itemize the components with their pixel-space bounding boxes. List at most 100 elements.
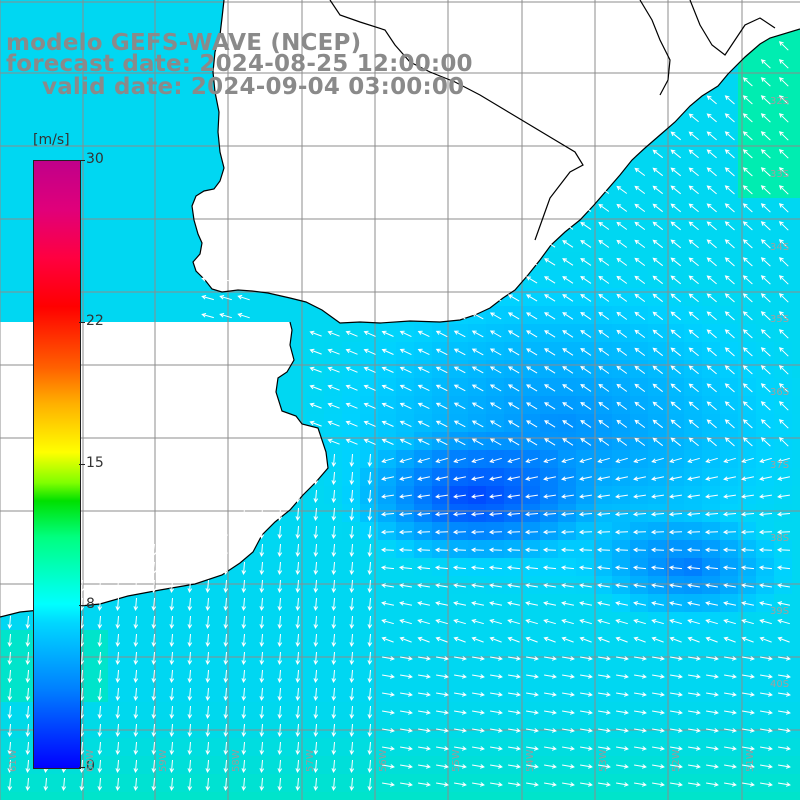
wind-arrow — [544, 656, 557, 661]
wind-arrow — [760, 710, 773, 715]
field-cell — [270, 738, 289, 757]
wind-arrow — [472, 764, 485, 769]
field-cell — [18, 288, 37, 307]
wind-arrow — [472, 746, 485, 751]
field-cell — [324, 684, 343, 703]
field-cell — [54, 144, 73, 163]
field-cell — [0, 792, 19, 800]
field-cell — [72, 72, 91, 91]
wind-arrow — [633, 457, 646, 463]
wind-arrow — [507, 583, 520, 588]
field-cell — [162, 252, 181, 271]
wind-arrow — [759, 476, 773, 481]
wind-arrow — [508, 764, 521, 769]
wind-arrow — [706, 437, 717, 447]
field-cell — [450, 774, 469, 793]
field-cell — [360, 450, 379, 469]
wind-arrow — [471, 494, 484, 499]
field-cell — [342, 594, 361, 613]
field-cell — [54, 36, 73, 55]
field-cell — [666, 486, 685, 505]
field-cell — [378, 774, 397, 793]
wind-arrow — [367, 597, 373, 612]
field-cell — [504, 720, 523, 739]
coastline — [0, 0, 800, 618]
field-cell — [288, 378, 307, 397]
wind-arrow — [634, 185, 646, 194]
wind-arrow — [363, 402, 376, 409]
latitude-label: 33S — [770, 169, 789, 180]
field-cell — [504, 522, 523, 541]
wind-arrow — [506, 529, 521, 535]
wind-arrow — [616, 293, 628, 302]
wind-arrow — [706, 257, 717, 267]
field-cell — [648, 486, 667, 505]
wind-arrow — [760, 764, 773, 769]
field-cell — [360, 540, 379, 559]
field-cell — [684, 702, 703, 721]
wind-arrow — [506, 565, 521, 571]
field-cell — [486, 720, 505, 739]
field-cell — [594, 468, 613, 487]
field-cell — [180, 144, 199, 163]
wind-arrow — [471, 294, 484, 302]
wind-arrow — [542, 547, 557, 553]
wind-arrow — [598, 185, 610, 194]
field-cell — [108, 252, 127, 271]
wind-arrow — [169, 561, 175, 576]
field-cell — [288, 306, 307, 325]
field-cell — [486, 450, 505, 469]
field-cell — [630, 504, 649, 523]
wind-arrow — [381, 420, 394, 427]
wind-arrow — [331, 669, 337, 684]
field-cell — [108, 108, 127, 127]
field-cell — [180, 90, 199, 109]
wind-arrow — [7, 741, 13, 756]
field-cell — [270, 666, 289, 685]
wind-arrow — [435, 438, 448, 446]
field-cell — [396, 522, 415, 541]
field-cell — [630, 792, 649, 800]
field-cell — [90, 18, 109, 37]
wind-arrow — [634, 293, 646, 302]
field-cell — [450, 720, 469, 739]
field-cell — [774, 486, 793, 505]
field-cell — [756, 504, 775, 523]
field-cell — [594, 594, 613, 613]
wind-arrow — [470, 529, 485, 535]
wind-arrow — [151, 597, 157, 612]
field-cell — [792, 612, 800, 631]
wind-arrow — [367, 615, 373, 630]
wind-arrow — [367, 543, 373, 558]
wind-arrow — [453, 494, 466, 499]
wind-arrow — [454, 746, 467, 751]
wind-arrow — [598, 275, 610, 284]
wind-arrow — [544, 728, 557, 733]
wind-arrow — [295, 561, 301, 576]
wind-arrow — [760, 782, 773, 787]
field-cell — [504, 792, 523, 800]
wind-arrow — [295, 777, 301, 792]
field-cell — [792, 432, 800, 451]
field-cell — [72, 54, 91, 73]
field-cell — [252, 738, 271, 757]
wind-arrow — [380, 547, 395, 553]
field-cell — [648, 576, 667, 595]
field-cell — [684, 774, 703, 793]
wind-arrow — [205, 669, 211, 684]
wind-arrow — [490, 728, 503, 733]
wind-arrow — [706, 401, 717, 411]
wind-arrow — [417, 330, 430, 338]
wind-arrow — [632, 565, 647, 571]
wind-arrow — [525, 366, 538, 374]
wind-arrow — [259, 687, 265, 702]
field-cell — [540, 540, 559, 559]
wind-arrow — [470, 511, 485, 517]
field-cell — [342, 522, 361, 541]
wind-arrow — [688, 782, 701, 787]
wind-arrow — [614, 565, 629, 571]
wind-arrow — [652, 221, 664, 231]
colorbar-tick-label: 15 — [86, 454, 104, 471]
field-cell — [126, 738, 145, 757]
field-cell — [180, 288, 199, 307]
